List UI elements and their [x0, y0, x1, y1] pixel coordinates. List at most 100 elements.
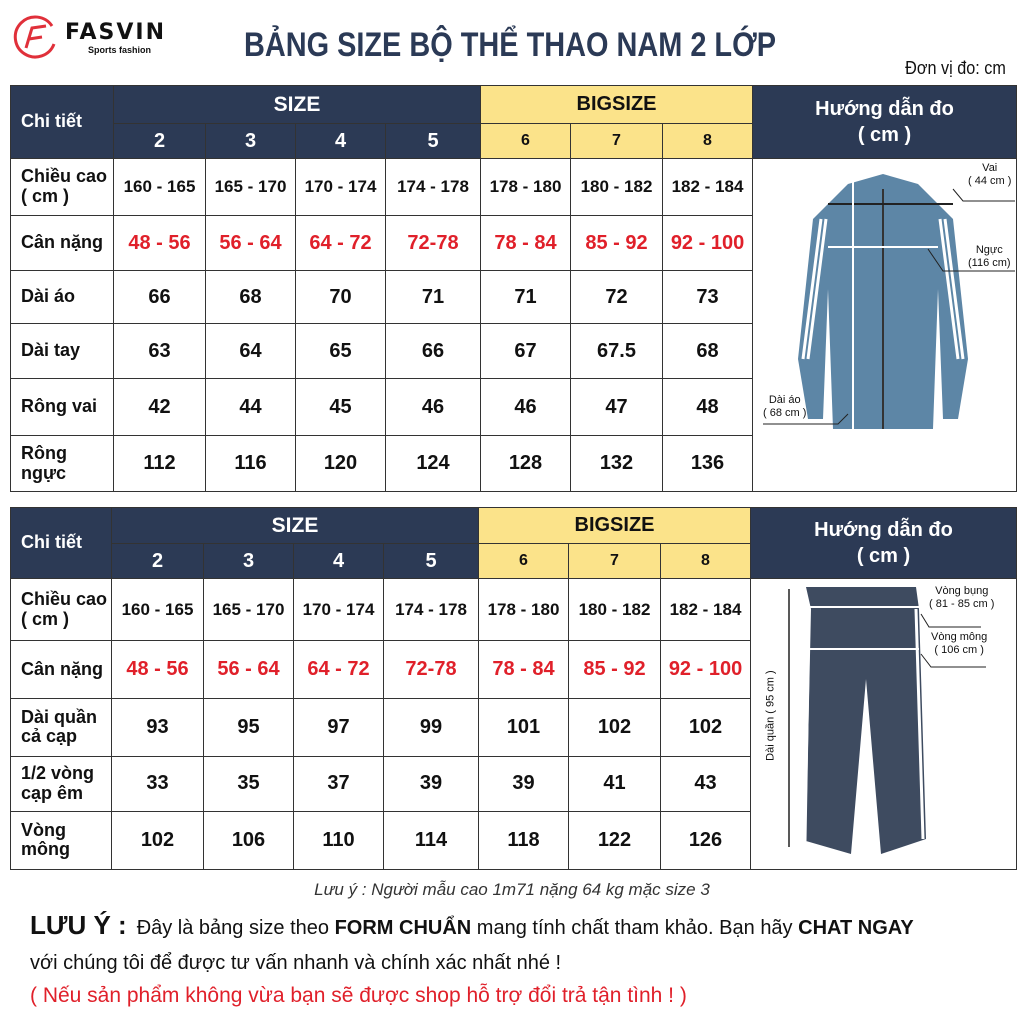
cell: 39 [383, 755, 479, 812]
cell: 78 - 84 [478, 640, 569, 700]
jacket-image [763, 174, 1016, 429]
cell: 64 [205, 323, 296, 379]
cell: 106 [203, 810, 294, 871]
cell: 72-78 [385, 215, 481, 271]
cell: 85 - 92 [568, 640, 661, 700]
length-annotation: Dài áo( 68 cm ) [763, 394, 807, 420]
logo-mark-icon [13, 15, 56, 59]
cell: 39 [478, 755, 569, 812]
cell: 47 [570, 378, 663, 436]
size-7: 7 [568, 543, 661, 579]
cell: 95 [203, 698, 294, 757]
size-3: 3 [203, 543, 294, 579]
cell: 170 - 174 [295, 158, 386, 216]
size-6: 6 [478, 543, 569, 579]
shoulder-annotation: Vai( 44 cm ) [968, 162, 1012, 188]
row-label: Chiều cao ( cm ) [10, 158, 114, 216]
cell: 97 [293, 698, 384, 757]
waist-annotation: Vòng bụng( 81 - 85 cm ) [929, 585, 995, 611]
footer-label: LƯU Ý : [30, 910, 127, 940]
cell: 102 [568, 698, 661, 757]
row-label: Dài quần cả cạp [10, 698, 112, 757]
row-label: Rông vai [10, 378, 114, 436]
footer-bold: FORM CHUẨN [334, 917, 472, 939]
cell: 112 [113, 435, 206, 492]
cell: 56 - 64 [205, 215, 296, 271]
table-row: Rông ngực 112 116 120 124 128 132 136 [10, 435, 1017, 492]
cell: 182 - 184 [659, 577, 752, 642]
cell: 174 - 178 [385, 158, 481, 216]
size-2: 2 [113, 123, 206, 159]
cell: 120 [295, 435, 386, 492]
cell: 66 [385, 323, 481, 379]
detail-header: Chi tiết [10, 507, 112, 579]
page-title: BẢNG SIZE BỘ THỂ THAO NAM 2 LỚP [243, 26, 777, 64]
cell: 68 [661, 323, 754, 379]
cell: 170 - 174 [293, 577, 384, 642]
cell: 116 [205, 435, 296, 492]
size-8: 8 [659, 543, 752, 579]
size-6: 6 [480, 123, 571, 159]
size-5: 5 [385, 123, 481, 159]
row-label: Vòng mông [10, 810, 112, 871]
cell: 71 [385, 270, 481, 324]
cell: 165 - 170 [205, 158, 296, 216]
cell: 118 [478, 810, 569, 871]
logo-tagline: Sports fashion [88, 45, 152, 55]
cell: 64 - 72 [293, 640, 384, 700]
unit-label: Đơn vị đo: cm [905, 58, 1006, 78]
row-label: Dài tay [10, 323, 114, 379]
cell: 114 [383, 810, 479, 871]
detail-header: Chi tiết [10, 85, 114, 159]
guide-title: Hướng dẫn đo [814, 519, 953, 541]
cell: 180 - 182 [570, 158, 663, 216]
cell: 37 [293, 755, 384, 812]
size-4: 4 [293, 543, 384, 579]
cell: 35 [203, 755, 294, 812]
table-row: Vòng mông 102 106 110 114 118 122 126 [10, 810, 1017, 871]
footer-line-3: ( Nếu sản phẩm không vừa bạn sẽ được sho… [30, 984, 687, 1007]
footer-text: mang tính chất tham khảo. Bạn hãy [471, 917, 799, 939]
cell: 174 - 178 [383, 577, 479, 642]
footer-text: Đây là bảng size theo [136, 917, 335, 939]
cell: 33 [111, 755, 204, 812]
hip-annotation: Vòng mông( 106 cm ) [931, 631, 988, 657]
cell: 46 [480, 378, 571, 436]
table-row: Dài quần cả cạp 93 95 97 99 101 102 102 [10, 698, 1017, 757]
guide-header: Hướng dẫn đo ( cm ) [752, 85, 1018, 159]
row-label: 1/2 vòng cạp êm [10, 755, 112, 812]
table-row: Cân nặng 48 - 56 56 - 64 64 - 72 72-78 78 - 8… [10, 640, 1017, 700]
cell: 67 [480, 323, 571, 379]
table-row: Chiều cao ( cm ) 160 - 165 165 - 170 170 - … [10, 577, 1018, 870]
length-annotation: Dài quần ( 95 cm ) [764, 670, 777, 761]
cell: 122 [568, 810, 661, 871]
cell: 66 [113, 270, 206, 324]
row-label: Cân nặng [10, 640, 112, 700]
cell: 92 - 100 [661, 215, 754, 271]
row-label: Dài áo [10, 270, 114, 324]
cell: 65 [295, 323, 386, 379]
chest-annotation: Ngực (116 cm) [968, 244, 1011, 270]
cell: 136 [661, 435, 754, 492]
cell: 46 [385, 378, 481, 436]
table-row: Dài tay 63 64 65 66 67 67.5 68 [10, 323, 1017, 379]
size-2: 2 [111, 543, 204, 579]
cell: 99 [383, 698, 479, 757]
cell: 70 [295, 270, 386, 324]
cell: 132 [570, 435, 663, 492]
cell: 128 [480, 435, 571, 492]
pants-image [788, 587, 987, 854]
measurement-guide: Vòng bụng( 81 - 85 cm ) Vòng mông( 106 c… [750, 578, 1018, 870]
logo-name: FASVIN [65, 20, 166, 45]
cell: 182 - 184 [661, 158, 754, 216]
footer-bold: CHAT NGAY [798, 917, 914, 939]
cell: 85 - 92 [570, 215, 663, 271]
table-row: Chiều cao ( cm ) 160 - 165 165 - 170 170 - … [10, 158, 1018, 492]
guide-unit: ( cm ) [857, 124, 912, 146]
cell: 41 [568, 755, 661, 812]
cell: 48 - 56 [113, 215, 206, 271]
size-5: 5 [383, 543, 479, 579]
measurement-guide: Vai( 44 cm ) Ngực (116 cm) Dài áo( 68 cm … [752, 158, 1018, 492]
guide-header: Hướng dẫn đo ( cm ) [750, 507, 1018, 579]
